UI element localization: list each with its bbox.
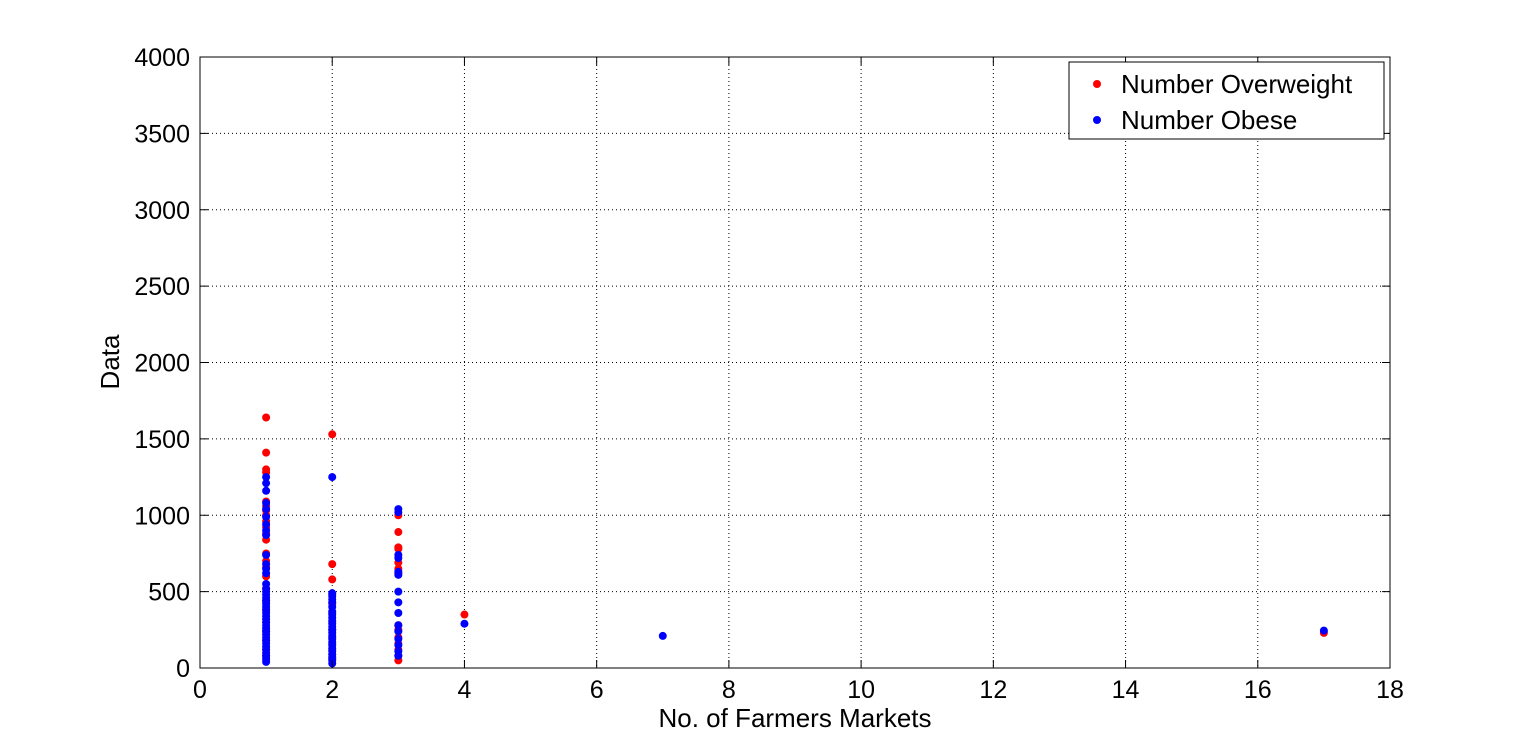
x-tick-label: 14 [1112, 676, 1140, 704]
data-point [262, 413, 271, 422]
data-point [262, 569, 271, 578]
data-point [658, 631, 667, 640]
y-tick-label: 3500 [134, 120, 190, 148]
data-point [262, 486, 271, 495]
data-point [394, 544, 403, 553]
data-point [394, 528, 403, 537]
data-point [328, 575, 337, 584]
data-point [394, 651, 403, 660]
data-point [394, 627, 403, 636]
legend-label-overweight: Number Overweight [1121, 69, 1353, 99]
data-point [460, 610, 469, 619]
data-point [262, 473, 271, 482]
data-point [394, 641, 403, 650]
data-point [394, 598, 403, 607]
y-tick-label: 0 [176, 655, 190, 683]
y-tick-label: 2000 [134, 350, 190, 378]
data-point [328, 473, 337, 482]
legend-box [1068, 61, 1385, 140]
x-tick-label: 8 [722, 676, 736, 704]
data-points [262, 413, 1328, 668]
data-point [394, 621, 403, 630]
x-tick-label: 10 [847, 676, 875, 704]
x-tick-label: 18 [1376, 676, 1404, 704]
x-tick-label: 16 [1244, 676, 1272, 704]
series-1 [262, 473, 1328, 668]
x-axis-label: No. of Farmers Markets [658, 703, 931, 733]
x-tick-label: 2 [325, 676, 339, 704]
legend-marker-overweight [1093, 80, 1101, 88]
data-point [262, 550, 271, 559]
data-point [394, 609, 403, 618]
data-point [262, 512, 271, 521]
x-tick-label: 6 [590, 676, 604, 704]
data-point [394, 554, 403, 563]
data-point [262, 520, 271, 529]
y-tick-label: 500 [148, 579, 190, 607]
x-tick-label: 0 [193, 676, 207, 704]
x-tick-label: 12 [979, 676, 1007, 704]
y-tick-label: 3000 [134, 197, 190, 225]
legend: Number Overweight Number Obese [1068, 61, 1385, 140]
legend-label-obese: Number Obese [1121, 105, 1297, 135]
y-tick-label: 2500 [134, 273, 190, 301]
data-point [460, 619, 469, 628]
data-point [262, 505, 271, 514]
plot-area [200, 57, 1390, 668]
data-point [262, 479, 271, 488]
data-point [262, 448, 271, 457]
y-tick-label: 1000 [134, 502, 190, 530]
data-point [394, 587, 403, 596]
legend-marker-obese [1093, 116, 1101, 124]
data-point [262, 657, 271, 666]
data-point [394, 570, 403, 579]
data-point [328, 560, 337, 569]
data-point [262, 531, 271, 540]
data-point [394, 508, 403, 517]
y-axis-label: Data [95, 334, 125, 389]
data-point [1319, 626, 1328, 635]
axis-ticks: 0 2 4 6 8 10 12 14 16 18 0 500 1000 1500 2000 2500 3000 3… [134, 44, 1404, 704]
x-tick-label: 4 [457, 676, 471, 704]
data-point [262, 499, 271, 508]
y-tick-label: 1500 [134, 426, 190, 454]
y-tick-label: 4000 [134, 44, 190, 72]
data-point [328, 430, 337, 439]
data-point [394, 634, 403, 643]
